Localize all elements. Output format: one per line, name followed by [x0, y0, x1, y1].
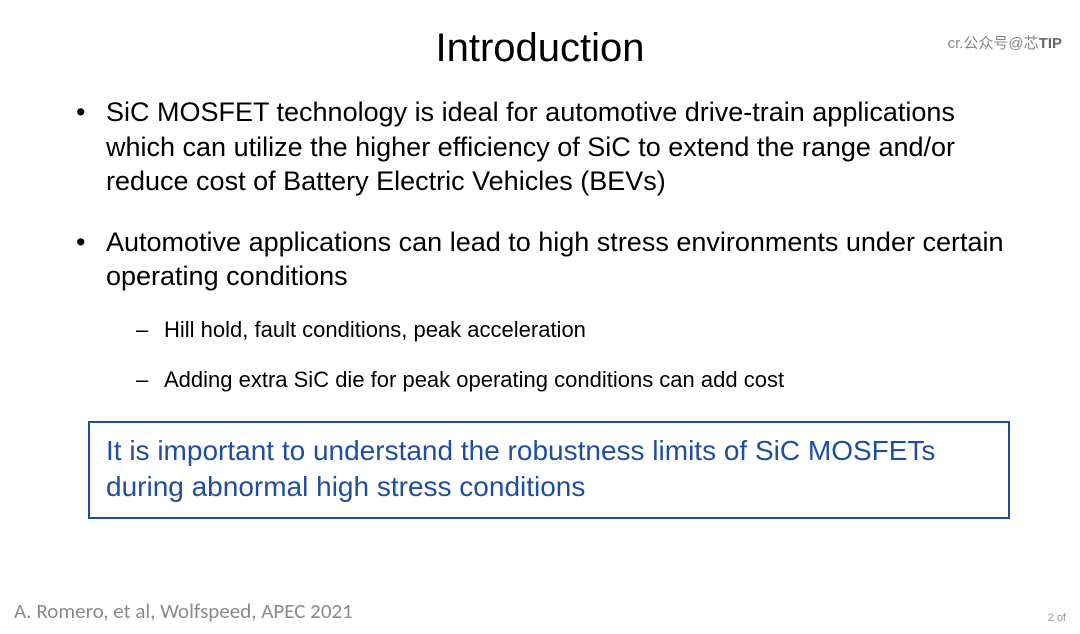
bullet-text: SiC MOSFET technology is ideal for autom…	[106, 97, 955, 196]
sub-bullet-text: Hill hold, fault conditions, peak accele…	[164, 317, 586, 342]
slide-footer: A. Romero, et al, Wolfspeed, APEC 2021 2…	[14, 598, 1066, 624]
callout-text: It is important to understand the robust…	[106, 435, 935, 502]
watermark: cr.公众号@芯TIP	[948, 32, 1062, 53]
sub-bullet-text: Adding extra SiC die for peak operating …	[164, 367, 784, 392]
slide-content: SiC MOSFET technology is ideal for autom…	[0, 95, 1080, 395]
footer-citation: A. Romero, et al, Wolfspeed, APEC 2021	[14, 598, 353, 624]
bullet-item: SiC MOSFET technology is ideal for autom…	[70, 95, 1020, 199]
slide-title: Introduction	[0, 26, 1080, 71]
footer-page: 2 of	[1048, 612, 1066, 624]
watermark-prefix: cr.公众号@芯	[948, 35, 1039, 52]
sub-bullet-item: Hill hold, fault conditions, peak accele…	[130, 316, 1020, 345]
watermark-suffix: TIP	[1039, 35, 1062, 52]
bullet-text: Automotive applications can lead to high…	[106, 227, 1004, 292]
sub-bullet-list: Hill hold, fault conditions, peak accele…	[106, 316, 1020, 395]
bullet-item: Automotive applications can lead to high…	[70, 225, 1020, 395]
sub-bullet-item: Adding extra SiC die for peak operating …	[130, 366, 1020, 395]
main-bullet-list: SiC MOSFET technology is ideal for autom…	[70, 95, 1020, 395]
callout-box: It is important to understand the robust…	[88, 421, 1010, 519]
